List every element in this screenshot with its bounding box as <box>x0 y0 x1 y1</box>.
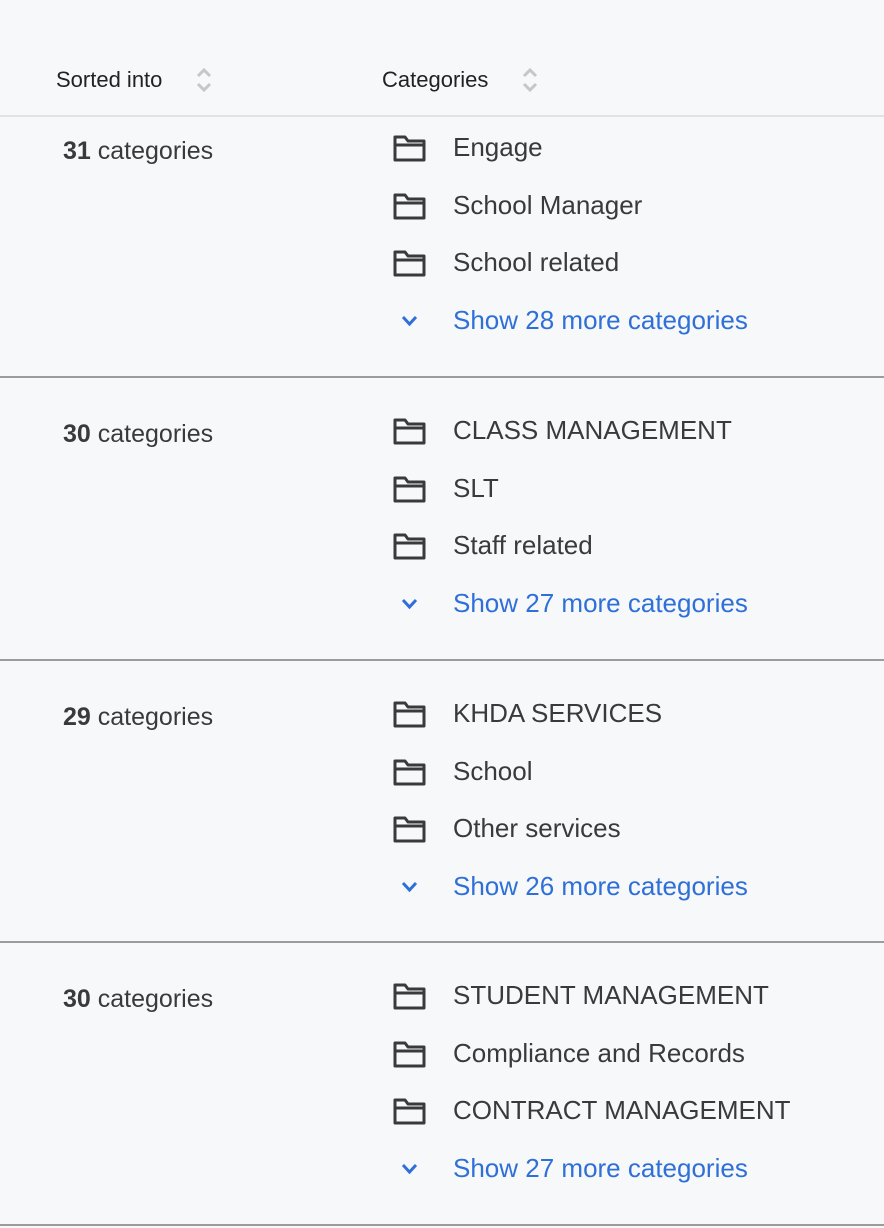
show-more-label[interactable]: Show 27 more categories <box>453 587 748 618</box>
folder-icon <box>393 816 426 843</box>
column-header-sorted-into[interactable]: Sorted into <box>56 66 212 94</box>
category-name: CLASS MANAGEMENT <box>453 415 732 445</box>
show-more-label[interactable]: Show 27 more categories <box>453 1152 748 1183</box>
category-group: 29 categories KHDA SERVICES School Other se… <box>0 659 884 943</box>
folder-icon <box>393 533 426 560</box>
folder-icon <box>393 759 426 785</box>
category-group: 31 categories Engage School Manager School … <box>0 117 884 378</box>
category-count: 29 categories <box>63 703 214 731</box>
folder-icon <box>393 135 426 162</box>
category-name: School Manager <box>453 189 643 220</box>
folder-icon <box>393 701 426 728</box>
show-more-button[interactable]: Show 27 more categories <box>393 1153 748 1184</box>
category-count: 30 categories <box>63 985 214 1013</box>
category-group: 30 categories CLASS MANAGEMENT SLT Staff re… <box>0 376 884 661</box>
category-item[interactable]: School related <box>393 247 619 278</box>
column-label: Categories <box>382 67 489 92</box>
chevron-down-icon[interactable] <box>393 307 426 335</box>
folder-icon <box>393 418 426 445</box>
sort-icon[interactable] <box>196 66 212 94</box>
show-more-button[interactable]: Show 27 more categories <box>393 588 748 619</box>
category-name: STUDENT MANAGEMENT <box>453 980 769 1010</box>
folder-icon <box>393 193 426 219</box>
folder-icon <box>393 250 426 277</box>
category-item[interactable]: KHDA SERVICES <box>393 698 662 729</box>
category-item[interactable]: CLASS MANAGEMENT <box>393 415 732 446</box>
show-more-label[interactable]: Show 28 more categories <box>453 304 748 335</box>
show-more-button[interactable]: Show 28 more categories <box>393 305 748 336</box>
sort-icon[interactable] <box>522 66 538 94</box>
chevron-down-icon[interactable] <box>393 873 426 901</box>
category-item[interactable]: SLT <box>393 473 499 504</box>
category-name: CONTRACT MANAGEMENT <box>453 1095 791 1125</box>
category-name: Staff related <box>453 530 593 560</box>
category-item[interactable]: Staff related <box>393 530 593 561</box>
table-header: Sorted into Categories <box>0 0 884 117</box>
category-name: SLT <box>453 472 499 503</box>
category-group: 30 categories STUDENT MANAGEMENT Complianc… <box>0 941 884 1226</box>
folder-icon <box>393 983 426 1010</box>
category-item[interactable]: School Manager <box>393 190 642 221</box>
chevron-down-icon[interactable] <box>393 1155 426 1183</box>
folder-icon <box>393 476 426 502</box>
category-name: Other services <box>453 813 621 843</box>
category-name: School <box>453 755 533 786</box>
category-count: 30 categories <box>63 420 214 448</box>
category-item[interactable]: Other services <box>393 813 621 844</box>
category-item[interactable]: STUDENT MANAGEMENT <box>393 980 769 1011</box>
column-label: Sorted into <box>56 67 163 92</box>
show-more-button[interactable]: Show 26 more categories <box>393 871 748 902</box>
category-item[interactable]: Engage <box>393 132 543 163</box>
category-item[interactable]: Compliance and Records <box>393 1038 745 1069</box>
folder-icon <box>393 1041 426 1067</box>
category-count: 31 categories <box>63 137 214 165</box>
category-name: KHDA SERVICES <box>453 698 663 728</box>
chevron-down-icon[interactable] <box>393 590 426 618</box>
category-item[interactable]: CONTRACT MANAGEMENT <box>393 1095 791 1126</box>
category-name: Engage <box>453 132 543 162</box>
category-name: Compliance and Records <box>453 1037 745 1068</box>
category-item[interactable]: School <box>393 756 533 787</box>
category-name: School related <box>453 247 620 277</box>
column-header-categories[interactable]: Categories <box>382 66 538 94</box>
show-more-label[interactable]: Show 26 more categories <box>453 870 748 901</box>
folder-icon <box>393 1098 426 1125</box>
